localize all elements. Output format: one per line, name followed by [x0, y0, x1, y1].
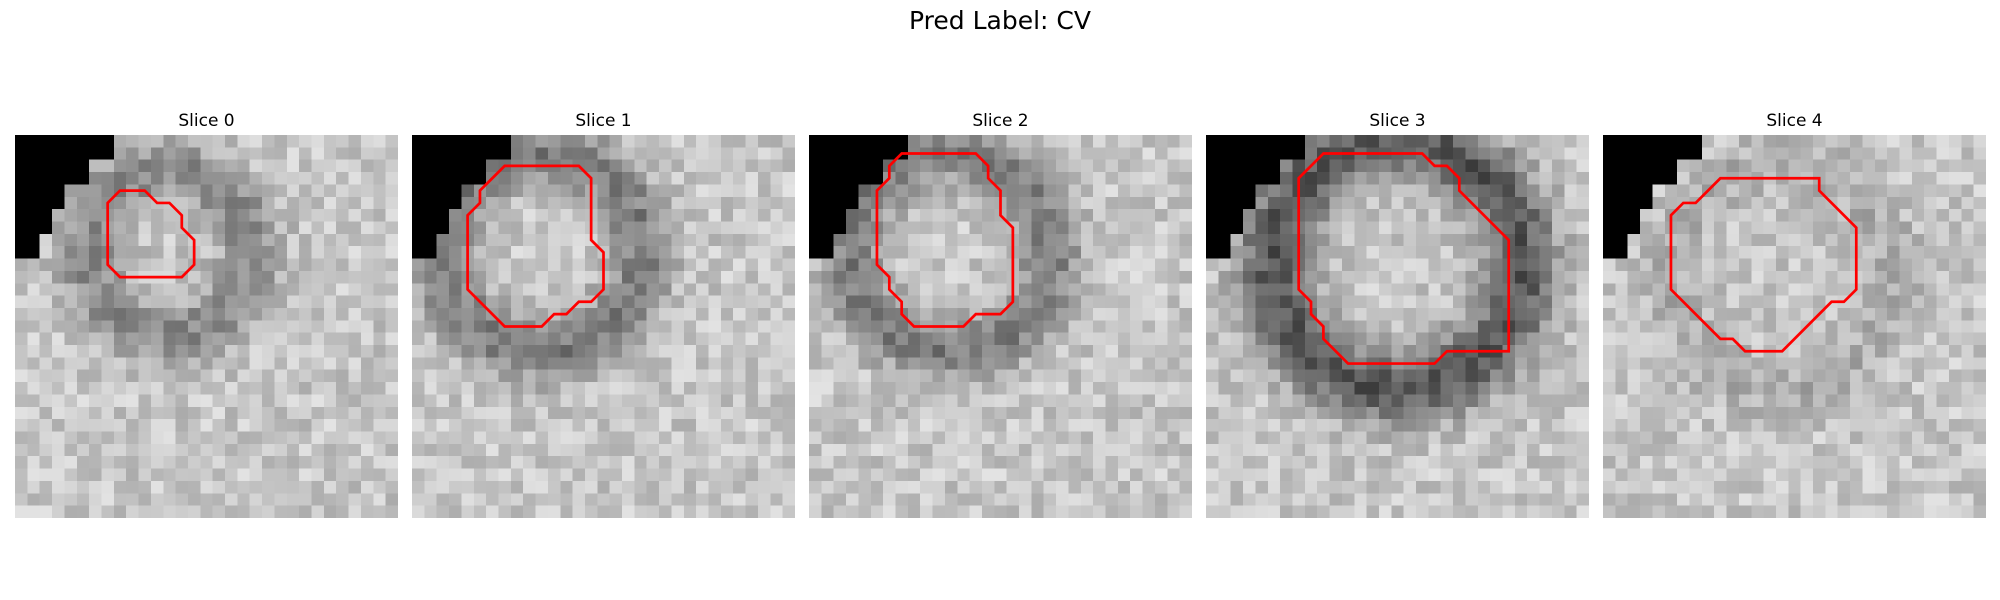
contour-overlay — [106, 189, 196, 279]
segmentation-contour — [1297, 152, 1511, 365]
segmentation-contour — [875, 152, 1015, 328]
slice-panel-1: Slice 1 — [412, 108, 795, 518]
contour-overlay — [875, 152, 1015, 328]
slice-image — [1603, 135, 1986, 518]
slice-image — [15, 135, 398, 518]
slice-image — [412, 135, 795, 518]
slice-panel-3: Slice 3 — [1206, 108, 1589, 518]
contour-overlay — [1669, 176, 1858, 353]
grayscale-image — [1206, 135, 1589, 518]
segmentation-contour — [1669, 176, 1858, 353]
slice-title: Slice 3 — [1369, 111, 1426, 131]
grayscale-image — [412, 135, 795, 518]
slice-panel-4: Slice 4 — [1603, 108, 1986, 518]
segmentation-contour — [106, 189, 196, 279]
slice-title: Slice 2 — [972, 111, 1029, 131]
slice-title: Slice 1 — [575, 111, 632, 131]
grayscale-image — [15, 135, 398, 518]
slice-image — [809, 135, 1192, 518]
segmentation-contour — [466, 164, 605, 328]
slice-panel-2: Slice 2 — [809, 108, 1192, 518]
slice-panel-0: Slice 0 — [15, 108, 398, 518]
slice-image — [1206, 135, 1589, 518]
slice-title: Slice 4 — [1766, 111, 1823, 131]
contour-overlay — [466, 164, 605, 328]
slice-title: Slice 0 — [178, 111, 235, 131]
grayscale-image — [1603, 135, 1986, 518]
contour-overlay — [1297, 152, 1511, 365]
figure-title: Pred Label: CV — [909, 6, 1091, 35]
